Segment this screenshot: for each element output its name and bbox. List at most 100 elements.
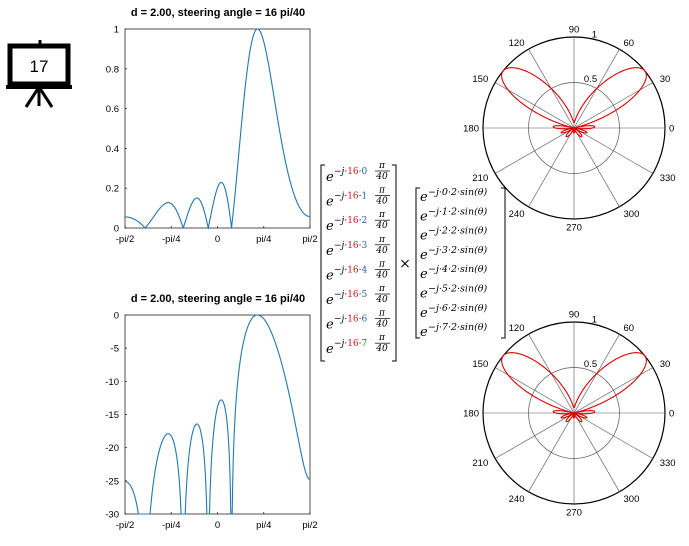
element-index: 0 xyxy=(362,167,368,177)
base-e: e xyxy=(326,268,334,283)
exponent: −j·16·5 xyxy=(334,290,368,300)
dot: · xyxy=(359,241,362,251)
angle-label: 240 xyxy=(509,494,525,505)
element-index: 5 xyxy=(362,290,368,300)
y-tick-label: -20 xyxy=(105,443,119,454)
left-bracket xyxy=(320,164,325,362)
y-tick-label: -10 xyxy=(105,377,119,388)
array-term: e −j·2·2·sin(θ) xyxy=(420,226,488,244)
dot: · xyxy=(359,315,362,325)
exp-prefix: −j· xyxy=(334,315,347,325)
plot-frame xyxy=(124,28,311,229)
series-line xyxy=(501,67,647,138)
frac-denominator: 40 xyxy=(375,344,388,354)
frac-numerator: π xyxy=(378,309,386,319)
steering-index: 16 xyxy=(347,290,359,300)
linear-pattern-chart: d = 2.00, steering angle = 16 pi/40 -pi/… xyxy=(106,7,318,245)
frac-denominator: 40 xyxy=(375,246,388,256)
base-e: e xyxy=(420,267,428,282)
x-tick-label: -pi/4 xyxy=(162,520,180,531)
x-tick-label: pi/2 xyxy=(302,520,317,531)
dot: · xyxy=(359,265,362,275)
element-index: 7 xyxy=(362,339,368,349)
angle-label: 270 xyxy=(566,508,582,519)
frac-denominator: 40 xyxy=(375,270,388,280)
exp-prefix: −j· xyxy=(334,192,347,202)
angle-label: 60 xyxy=(624,38,635,49)
y-tick-label: 0.6 xyxy=(106,104,119,115)
y-tick-label: 1 xyxy=(114,25,119,36)
dot: · xyxy=(359,192,362,202)
angle-label: 210 xyxy=(472,458,488,469)
y-tick-label: 0 xyxy=(114,311,119,322)
angle-label: 90 xyxy=(569,25,580,36)
exponent: −j·16·1 xyxy=(334,192,367,202)
steering-index: 16 xyxy=(347,339,359,349)
left-bracket xyxy=(415,187,420,339)
array-term: e −j·5·2·sin(θ) xyxy=(420,284,488,302)
angle-label: 60 xyxy=(624,323,635,334)
frac-numerator: π xyxy=(378,235,386,245)
angle-label: 0 xyxy=(669,124,674,135)
times-symbol: × xyxy=(399,256,411,272)
exponent: −j·0·2·sin(θ) xyxy=(428,187,488,198)
exponent: −j·16·4 xyxy=(334,265,368,275)
y-tick-label: 0.2 xyxy=(106,184,119,195)
steering-index: 16 xyxy=(347,315,359,325)
exponent: −j·6·2·sin(θ) xyxy=(428,303,488,314)
base-e: e xyxy=(326,293,334,308)
exponent: −j·5·2·sin(θ) xyxy=(428,284,488,295)
radius-label: 0.5 xyxy=(584,359,597,370)
frac-denominator: 40 xyxy=(375,320,388,330)
y-tick-label: -30 xyxy=(105,510,119,521)
base-e: e xyxy=(420,190,428,205)
radius-label: 1 xyxy=(592,314,597,325)
exp-prefix: −j· xyxy=(334,290,347,300)
frac-denominator: 40 xyxy=(375,221,388,231)
angle-label: 30 xyxy=(660,74,671,85)
frac-numerator: π xyxy=(378,210,386,220)
series-line xyxy=(501,352,647,423)
element-index: 2 xyxy=(362,216,368,226)
exponent: −j·16·2 xyxy=(334,216,367,226)
array-term: e −j·0·2·sin(θ) xyxy=(420,187,488,205)
base-e: e xyxy=(420,287,428,302)
presentation-board-icon xyxy=(6,40,72,108)
angle-label: 300 xyxy=(624,494,640,505)
base-e: e xyxy=(326,318,334,333)
exponent: −j·7·2·sin(θ) xyxy=(428,322,488,333)
x-tick-label: pi/2 xyxy=(302,234,317,245)
exp-prefix: −j· xyxy=(334,216,347,226)
angle-label: 330 xyxy=(660,173,676,184)
y-tick-label: 0 xyxy=(114,224,119,235)
angle-label: 0 xyxy=(669,409,674,420)
y-tick-label: 0.4 xyxy=(106,144,119,155)
base-e: e xyxy=(420,248,428,263)
steering-index: 16 xyxy=(347,265,359,275)
angle-label: 240 xyxy=(509,209,525,220)
angle-label: 90 xyxy=(569,310,580,321)
frac-denominator: 40 xyxy=(375,172,388,182)
array-term: e −j·4·2·sin(θ) xyxy=(420,264,488,282)
exp-prefix: −j· xyxy=(334,265,347,275)
right-bracket xyxy=(501,187,506,339)
exponent: −j·4·2·sin(θ) xyxy=(428,264,488,275)
frac-numerator: π xyxy=(378,284,386,294)
angle-label: 210 xyxy=(472,173,488,184)
steering-index: 16 xyxy=(347,216,359,226)
base-e: e xyxy=(326,195,334,210)
base-e: e xyxy=(420,209,428,224)
element-index: 3 xyxy=(362,241,368,251)
series-line xyxy=(124,314,311,515)
angle-label: 150 xyxy=(472,74,488,85)
base-e: e xyxy=(420,229,428,244)
chart-title: d = 2.00, steering angle = 16 pi/40 xyxy=(131,293,305,305)
frac-numerator: π xyxy=(378,333,386,343)
polar-spoke xyxy=(495,367,653,459)
